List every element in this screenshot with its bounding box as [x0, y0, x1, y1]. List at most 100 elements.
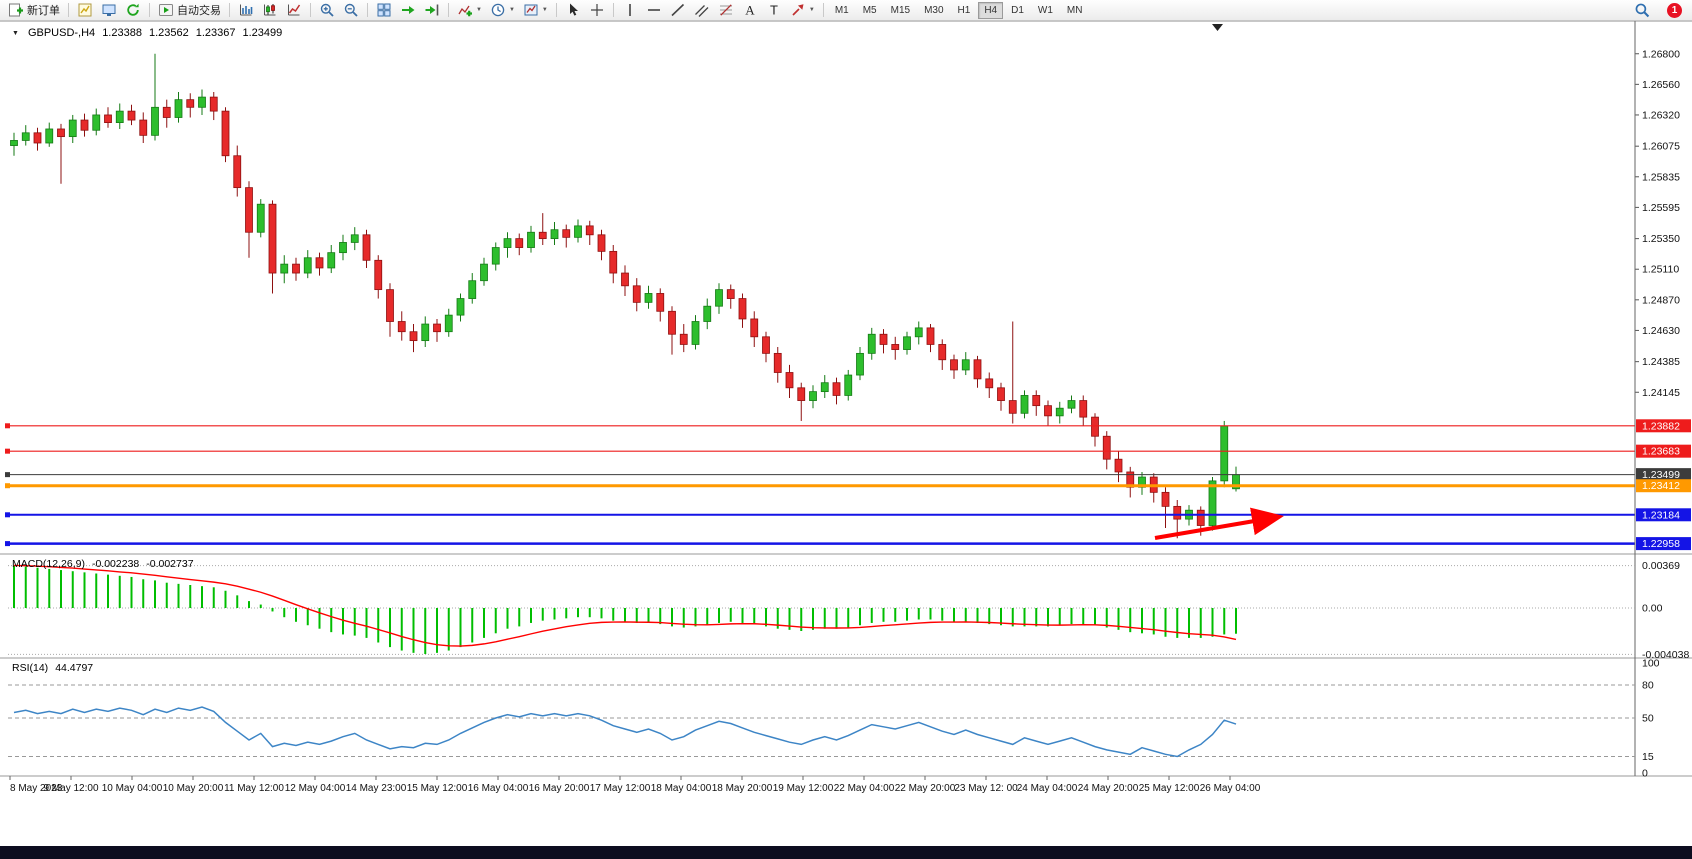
- line-endpoint[interactable]: [5, 472, 10, 478]
- chevron-down-icon: ▼: [508, 7, 515, 13]
- zoom-in-button[interactable]: [315, 0, 339, 20]
- candle-body: [433, 323, 441, 333]
- macd-name: MACD(12,26,9): [12, 558, 85, 570]
- candle-body: [679, 333, 688, 345]
- collapse-triangle-icon[interactable]: ▼: [12, 29, 19, 37]
- candle-body: [961, 359, 970, 371]
- candle-body: [374, 259, 383, 291]
- svg-text:1.25835: 1.25835: [1642, 171, 1680, 183]
- timeframe-h4-button[interactable]: H4: [978, 1, 1004, 19]
- text-button[interactable]: A: [738, 0, 762, 20]
- svg-text:0.00: 0.00: [1642, 603, 1663, 615]
- zoom-out-icon: [344, 3, 358, 17]
- price-tag: [1636, 479, 1691, 493]
- indicators-button[interactable]: ▼: [453, 0, 486, 20]
- candle-body: [1091, 416, 1099, 437]
- crosshair-button[interactable]: [585, 0, 609, 20]
- chart-shift-marker-icon[interactable]: [1212, 24, 1223, 31]
- line-endpoint[interactable]: [5, 512, 10, 518]
- candle-body: [856, 352, 864, 376]
- line-endpoint[interactable]: [5, 541, 10, 547]
- fibonacci-button[interactable]: [714, 0, 738, 20]
- chart-page-icon: [78, 3, 92, 17]
- candle-body: [950, 359, 958, 371]
- autoscroll-button[interactable]: [396, 0, 420, 20]
- horizontal-line[interactable]: 1.23184: [5, 508, 1691, 522]
- autotrading-button[interactable]: 自动交易: [154, 0, 225, 20]
- cursor-button[interactable]: [561, 0, 585, 20]
- candle-body: [574, 225, 582, 238]
- templates-button[interactable]: ▼: [519, 0, 552, 20]
- chart-shift-button[interactable]: [420, 0, 444, 20]
- candle-body: [832, 382, 841, 396]
- candle-body: [738, 298, 747, 320]
- arrows-icon: [792, 4, 804, 16]
- market-watch-button[interactable]: [97, 0, 121, 20]
- label-button[interactable]: T: [762, 0, 786, 20]
- toolbar-separator: [822, 3, 824, 17]
- horizontal-line-button[interactable]: [642, 0, 666, 20]
- line-endpoint[interactable]: [5, 448, 10, 454]
- candle-body: [409, 331, 418, 342]
- candle-body: [45, 128, 54, 144]
- timeframe-h1-button[interactable]: H1: [957, 4, 971, 16]
- refresh-button[interactable]: [121, 0, 145, 20]
- candle-body: [644, 293, 653, 303]
- candle-body: [491, 247, 500, 265]
- candle-body: [891, 344, 900, 350]
- timeframe-mn-button[interactable]: MN: [1066, 4, 1083, 16]
- svg-text:24 May 04:00: 24 May 04:00: [1017, 783, 1078, 794]
- search-icon[interactable]: [1634, 2, 1651, 19]
- horizontal-line[interactable]: 1.23499: [5, 468, 1691, 482]
- candle-body: [1208, 480, 1217, 526]
- new-order-icon: [9, 3, 23, 17]
- timeframe-m5-button[interactable]: M5: [862, 4, 877, 16]
- svg-text:25 May 12:00: 25 May 12:00: [1139, 783, 1200, 794]
- timeframe-m1-button[interactable]: M1: [834, 4, 849, 16]
- hline-icon: [647, 9, 660, 11]
- timeframe-d1-button[interactable]: D1: [1011, 4, 1024, 16]
- chevron-down-icon: ▼: [476, 7, 482, 13]
- candle-chart-button[interactable]: [258, 0, 282, 20]
- timeframe-m30-button[interactable]: M30: [924, 4, 944, 16]
- line-chart-button[interactable]: [282, 0, 306, 20]
- line-endpoint[interactable]: [5, 423, 10, 429]
- timeframe-w1-button[interactable]: W1: [1037, 4, 1053, 16]
- horizontal-line[interactable]: 1.23882: [5, 419, 1691, 433]
- candle-body: [621, 272, 629, 287]
- candle-body: [1020, 395, 1029, 414]
- tile-windows-button[interactable]: [372, 0, 396, 20]
- chart-page-button[interactable]: [73, 0, 97, 20]
- channel-button[interactable]: [690, 0, 714, 20]
- trend-arrow[interactable]: [1154, 507, 1284, 540]
- notification-badge[interactable]: 1: [1667, 2, 1682, 18]
- candle-body: [879, 333, 888, 345]
- ohlc-open: 1.23388: [102, 27, 142, 39]
- templates-icon: [524, 4, 538, 16]
- zoom-out-button[interactable]: [339, 0, 363, 20]
- bar-chart-button[interactable]: [234, 0, 258, 20]
- candle-body: [456, 298, 465, 316]
- price-tag-value: 1.23683: [1642, 446, 1680, 458]
- trendline-button[interactable]: [666, 0, 690, 20]
- candle-body: [350, 234, 359, 243]
- chart-window: 1.23882 1.23683 1.23499 1.23412 1.23184 1.229…: [0, 21, 1692, 846]
- horizontal-line[interactable]: 1.23683: [5, 444, 1691, 458]
- svg-text:1.26560: 1.26560: [1642, 79, 1680, 91]
- candle-body: [773, 352, 782, 373]
- horizontal-line[interactable]: 1.23412: [5, 479, 1691, 493]
- zoom-in-icon: [320, 3, 334, 17]
- candle-body: [80, 119, 89, 131]
- candle-body: [256, 203, 265, 233]
- svg-text:18 May 20:00: 18 May 20:00: [712, 783, 773, 794]
- periods-button[interactable]: ▼: [486, 0, 519, 20]
- new-order-button[interactable]: 新订单: [4, 0, 64, 20]
- vertical-line-button[interactable]: [618, 0, 642, 20]
- candle-body: [844, 374, 853, 396]
- candle-body: [938, 344, 947, 361]
- arrows-button[interactable]: ▼: [786, 0, 819, 20]
- timeframe-m15-button[interactable]: M15: [890, 4, 911, 16]
- line-endpoint[interactable]: [5, 483, 10, 489]
- horizontal-line[interactable]: 1.22958: [5, 537, 1691, 551]
